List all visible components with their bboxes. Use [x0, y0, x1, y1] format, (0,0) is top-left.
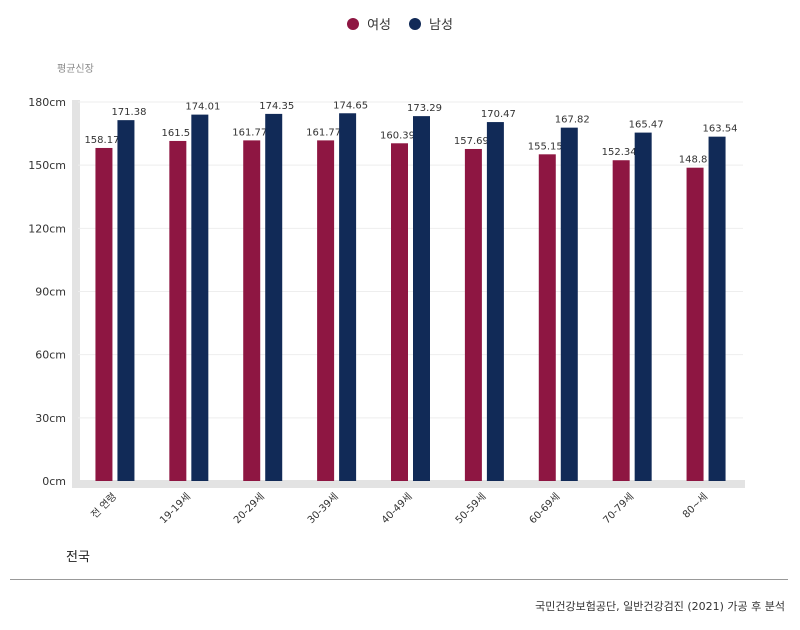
data-label: 155.15 — [528, 141, 563, 152]
data-label: 161.77 — [232, 127, 267, 138]
source-note: 국민건강보험공단, 일반건강검진 (2021) 가공 후 분석 — [535, 600, 785, 613]
data-label: 160.39 — [380, 130, 415, 141]
data-label: 152.34 — [602, 147, 637, 158]
y-tick-label: 30cm — [35, 412, 66, 425]
y-tick-label: 60cm — [35, 349, 66, 362]
legend-label-male: 남성 — [429, 18, 453, 33]
data-label: 173.29 — [407, 103, 442, 114]
bar-female — [612, 160, 630, 481]
x-tick-label: 80~세 — [680, 491, 710, 521]
x-tick-label: 전 연령 — [89, 491, 119, 521]
bar-male — [634, 132, 652, 481]
bar-male — [191, 114, 209, 481]
data-label: 165.47 — [629, 120, 664, 131]
bar-chart: 0cm 30cm 60cm 90cm 120cm 150cm 180cm 158.17 171.… — [28, 96, 745, 527]
data-label: 161.77 — [306, 127, 341, 138]
bar-male — [339, 113, 357, 482]
x-axis-line — [72, 480, 745, 488]
data-label: 148.8 — [679, 155, 708, 166]
legend-item-male[interactable]: 남성 — [409, 14, 453, 33]
data-label: 170.47 — [481, 109, 516, 120]
y-tick-label: 90cm — [35, 286, 66, 299]
x-tick-label: 30-39세 — [305, 491, 341, 527]
data-label: 158.17 — [84, 135, 119, 146]
bar-female — [243, 140, 261, 481]
bar-female — [317, 140, 335, 481]
x-tick-label: 70-79세 — [601, 491, 637, 527]
data-label: 174.35 — [259, 101, 294, 112]
divider — [10, 579, 788, 580]
bar-female — [95, 147, 113, 481]
x-tick-label: 20-29세 — [231, 491, 267, 527]
y-tick-label: 150cm — [28, 159, 66, 172]
data-label: 163.54 — [703, 124, 738, 135]
bar-male — [708, 136, 726, 481]
x-tick-label: 19-19세 — [157, 491, 193, 527]
x-tick-label: 50-59세 — [453, 491, 489, 527]
bar-female — [391, 143, 408, 481]
data-label: 171.38 — [111, 107, 146, 118]
region-label: 전국 — [66, 550, 90, 565]
bar-male — [560, 127, 578, 482]
x-tick-label: 40-49세 — [379, 491, 415, 527]
data-label: 157.69 — [454, 136, 489, 147]
bar-female — [464, 148, 482, 481]
y-tick-label: 180cm — [28, 96, 66, 109]
y-axis-line — [72, 100, 80, 487]
data-label: 167.82 — [555, 115, 590, 126]
legend-label-female: 여성 — [367, 18, 391, 33]
y-axis-title: 평균신장 — [57, 64, 94, 75]
bar-female — [686, 167, 704, 481]
bar-male — [413, 116, 430, 481]
bar-male — [486, 122, 504, 481]
x-tick-label: 60-69세 — [527, 491, 563, 527]
y-tick-label: 120cm — [28, 222, 66, 235]
legend-item-female[interactable]: 여성 — [347, 14, 391, 33]
legend-swatch-male — [409, 17, 421, 30]
data-label: 161.5 — [162, 128, 191, 139]
bar-female — [538, 154, 556, 481]
chart-legend: 여성 남성 — [0, 14, 800, 33]
y-tick-label: 0cm — [42, 475, 66, 488]
data-label: 174.01 — [185, 102, 220, 113]
bar-male — [265, 113, 283, 481]
bar-female — [169, 140, 187, 482]
data-label: 174.65 — [333, 100, 368, 111]
legend-swatch-female — [347, 17, 360, 30]
bar-male — [117, 120, 135, 481]
